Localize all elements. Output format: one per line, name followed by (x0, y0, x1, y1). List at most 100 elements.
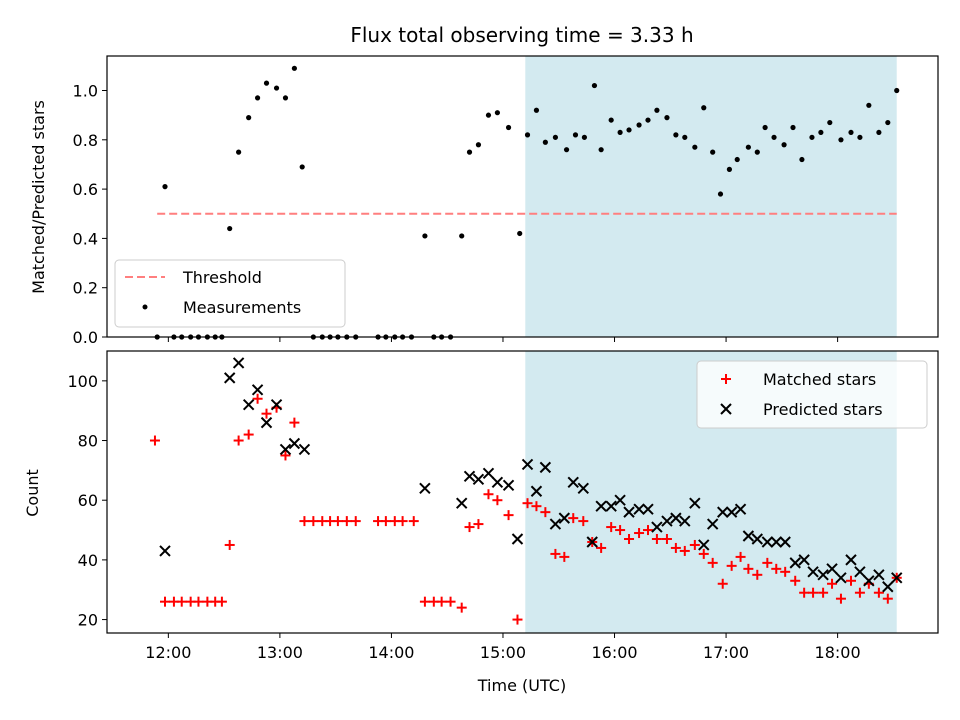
legend-measurements-label: Measurements (183, 298, 301, 317)
legend-predicted-swatch (720, 403, 732, 415)
x-tick-label: 15:00 (480, 643, 526, 662)
matched-point (835, 593, 846, 604)
measurement-point (466, 149, 473, 155)
measurement-point (717, 191, 724, 197)
matched-point (473, 519, 484, 530)
top-legend-box (114, 259, 346, 328)
matched-point (854, 587, 865, 598)
y-tick-label: 100 (67, 372, 98, 391)
predicted-point (863, 575, 875, 587)
measurement-point (617, 129, 623, 136)
predicted-point (530, 485, 543, 497)
measurement-point (857, 134, 863, 140)
bottom-y-axis-label: Count (23, 469, 42, 517)
matched-point (606, 522, 617, 533)
matched-point (882, 593, 893, 604)
measurement-point (762, 124, 768, 131)
x-tick-label: 18:00 (815, 643, 861, 662)
predicted-point (835, 572, 847, 584)
matched-point (698, 548, 709, 559)
predicted-point (734, 503, 747, 515)
matched-point (689, 539, 700, 550)
predicted-point (670, 512, 682, 524)
matched-point (243, 429, 254, 440)
predicted-point (725, 506, 738, 518)
predicted-point (567, 476, 579, 489)
top-y-axis-label: Matched/Predicted stars (29, 100, 48, 294)
measurement-point (790, 124, 796, 131)
matched-point (661, 534, 672, 544)
top-shaded-span (525, 56, 897, 337)
predicted-point (689, 497, 701, 509)
matched-point (350, 516, 361, 527)
matched-point (624, 534, 635, 544)
measurement-point (572, 132, 579, 138)
measurement-point (542, 139, 548, 145)
measurement-point (781, 142, 787, 148)
matched-point (224, 539, 235, 550)
measurement-point (608, 117, 614, 123)
matched-point (233, 435, 244, 446)
measurement-point (754, 149, 760, 155)
predicted-point (279, 443, 292, 456)
measurement-point (848, 129, 854, 136)
matched-point (743, 563, 754, 574)
top-x-ticks (167, 337, 839, 342)
predicted-point (491, 476, 504, 489)
bottom-legend: Matched stars Predicted stars (696, 360, 928, 429)
matched-point (578, 516, 589, 527)
predicted-point (779, 536, 791, 548)
predicted-point (260, 416, 273, 429)
measurement-point (701, 105, 707, 111)
matched-point (679, 545, 690, 556)
y-tick-label: 0.0 (73, 328, 98, 347)
matched-point (642, 525, 653, 536)
matched-point (216, 596, 227, 607)
bottom-legend-box (696, 360, 928, 429)
predicted-point (698, 539, 710, 551)
measurement-point (459, 233, 465, 239)
measurement-point (876, 129, 882, 136)
top-panel: Flux total observing time = 3.33 h 0.00.… (29, 23, 939, 347)
predicted-point (826, 563, 838, 575)
measurement-point (273, 85, 280, 91)
predicted-point (539, 461, 552, 474)
matched-point (717, 578, 728, 589)
matched-point (512, 614, 523, 625)
matched-point (568, 513, 579, 524)
predicted-point (558, 512, 571, 524)
predicted-point (456, 497, 468, 509)
predicted-point (159, 545, 171, 557)
measurement-point (827, 119, 833, 126)
predicted-point (751, 533, 764, 545)
measurement-point (626, 127, 632, 133)
matched-point (252, 393, 263, 404)
matched-point (780, 566, 791, 577)
predicted-point (577, 482, 589, 494)
predicted-point (882, 581, 894, 593)
top-y-ticks: 0.0 0.2 0.4 0.6 0.8 1.0 (73, 82, 107, 347)
measurement-point (227, 225, 233, 232)
matched-point (408, 516, 419, 527)
predicted-point (614, 494, 626, 506)
measurement-point (710, 149, 716, 155)
predicted-point (595, 500, 607, 512)
matched-point (341, 516, 352, 527)
x-tick-label: 16:00 (591, 643, 637, 662)
predicted-point (288, 437, 301, 450)
y-tick-label: 0.6 (73, 180, 98, 199)
legend-threshold-label: Threshold (182, 268, 262, 287)
measurement-point (734, 156, 740, 163)
matched-point (261, 408, 272, 419)
matched-point (707, 557, 718, 568)
measurement-point (263, 80, 270, 86)
x-tick-label: 13:00 (257, 643, 303, 662)
y-tick-label: 0.8 (73, 131, 98, 150)
matched-point (550, 548, 561, 559)
measurement-point (645, 117, 651, 123)
matched-point (771, 563, 782, 574)
matched-point (280, 450, 291, 461)
matched-point (445, 596, 456, 607)
matched-point (419, 596, 430, 607)
